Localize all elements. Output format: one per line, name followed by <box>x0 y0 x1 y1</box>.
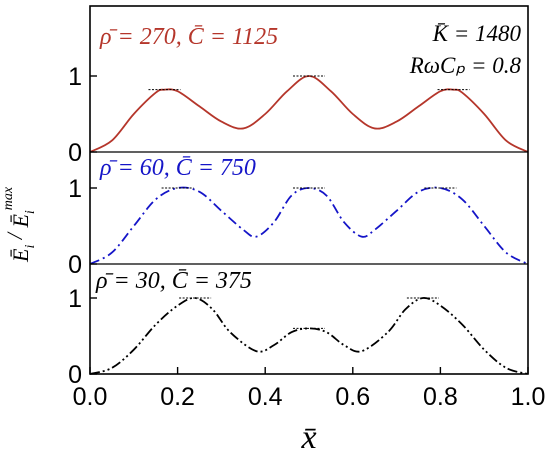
panel-1-label: ρ̄ = 270, C̄ = 1125 <box>99 24 278 50</box>
xtick-label-0.0: 0.0 <box>73 383 108 411</box>
y-axis-label-part-1: Ē <box>8 248 33 263</box>
panel-2-label: ρ̄ = 60, C̄ = 750 <box>99 155 256 181</box>
annotation-line-2: RωCₚ = 0.8 <box>409 53 522 78</box>
y-axis-label-part-3: / <box>2 228 27 245</box>
y-axis-label-part-4: Ē <box>8 214 33 229</box>
xtick-label-0.2: 0.2 <box>160 383 195 411</box>
x-axis-label: x̄ <box>300 419 316 456</box>
plot-frame <box>89 5 529 375</box>
text-layer: 0 1 ρ̄ = 270, C̄ = 1125 0 1 ρ̄ = 60, C̄ = 750… <box>1 21 545 456</box>
panel-1-ytick-label-1: 1 <box>68 63 82 91</box>
panel-3-ytick-label-1: 1 <box>68 285 82 313</box>
y-axis-label-part-5: i <box>23 210 38 214</box>
annotation-line-1: K̄ = 1480 <box>432 21 522 46</box>
panel-3-curve <box>89 297 529 375</box>
y-axis-label: Ēi / Ēimax <box>1 186 38 263</box>
y-axis-label-part-6: max <box>1 186 16 210</box>
panel-1-ytick-label-0: 0 <box>68 139 82 167</box>
panel-3-ytick-label-0: 0 <box>68 361 82 389</box>
panel-1-curve <box>89 75 529 153</box>
panels-layer <box>89 75 529 375</box>
panel-2-ytick-label-1: 1 <box>68 175 82 203</box>
xtick-label-1.0: 1.0 <box>511 383 546 411</box>
panel-2-curve <box>89 186 529 265</box>
xtick-label-0.8: 0.8 <box>423 383 458 411</box>
panel-3-label: ρ̄ = 30, C̄ = 375 <box>95 268 252 294</box>
axes-layer <box>89 5 529 375</box>
xtick-label-0.6: 0.6 <box>335 383 370 411</box>
y-axis-label-part-2: i <box>23 245 38 249</box>
panel-2-ytick-label-0: 0 <box>68 251 82 279</box>
xtick-label-0.4: 0.4 <box>248 383 283 411</box>
